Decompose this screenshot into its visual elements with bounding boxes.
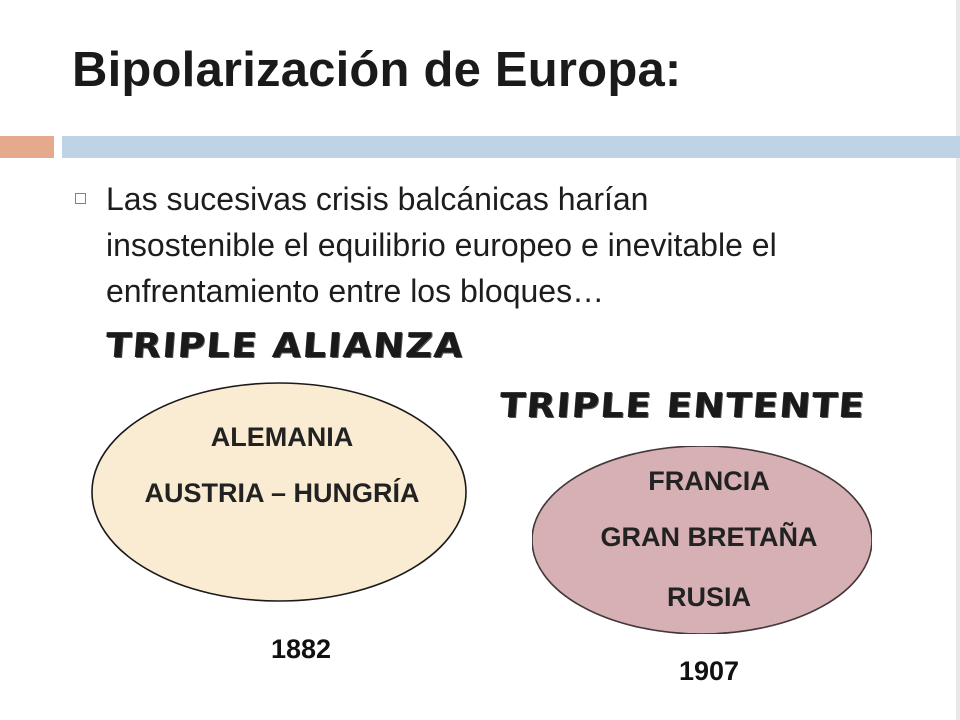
entente-member-2: GRAN BRETAÑA (600, 522, 818, 552)
entente-year: 1907 (678, 656, 740, 686)
title-underline-bar (62, 136, 960, 158)
title-accent-bar (0, 136, 54, 158)
slide-edge (956, 0, 960, 720)
bullet-line-3: enfrentamiento entre los bloques… (106, 273, 605, 309)
bullet-paragraph: Las sucesivas crisis balcánicas harían i… (106, 176, 926, 314)
alianza-year: 1882 (270, 634, 332, 664)
bullet-line-1: Las sucesivas crisis balcánicas harían (106, 181, 649, 217)
bullet-line-2: insostenible el equilibrio europeo e ine… (106, 227, 777, 263)
bullet-square-icon (75, 193, 86, 204)
triple-entente-ellipse (531, 445, 873, 635)
entente-member-3: RUSIA (666, 582, 752, 612)
triple-alianza-ellipse (91, 382, 467, 602)
alianza-member-2: AUSTRIA – HUNGRÍA (144, 478, 420, 508)
slide-title: Bipolarización de Europa: (72, 43, 682, 97)
alianza-member-1: ALEMANIA (210, 422, 354, 452)
entente-member-1: FRANCIA (648, 466, 770, 496)
